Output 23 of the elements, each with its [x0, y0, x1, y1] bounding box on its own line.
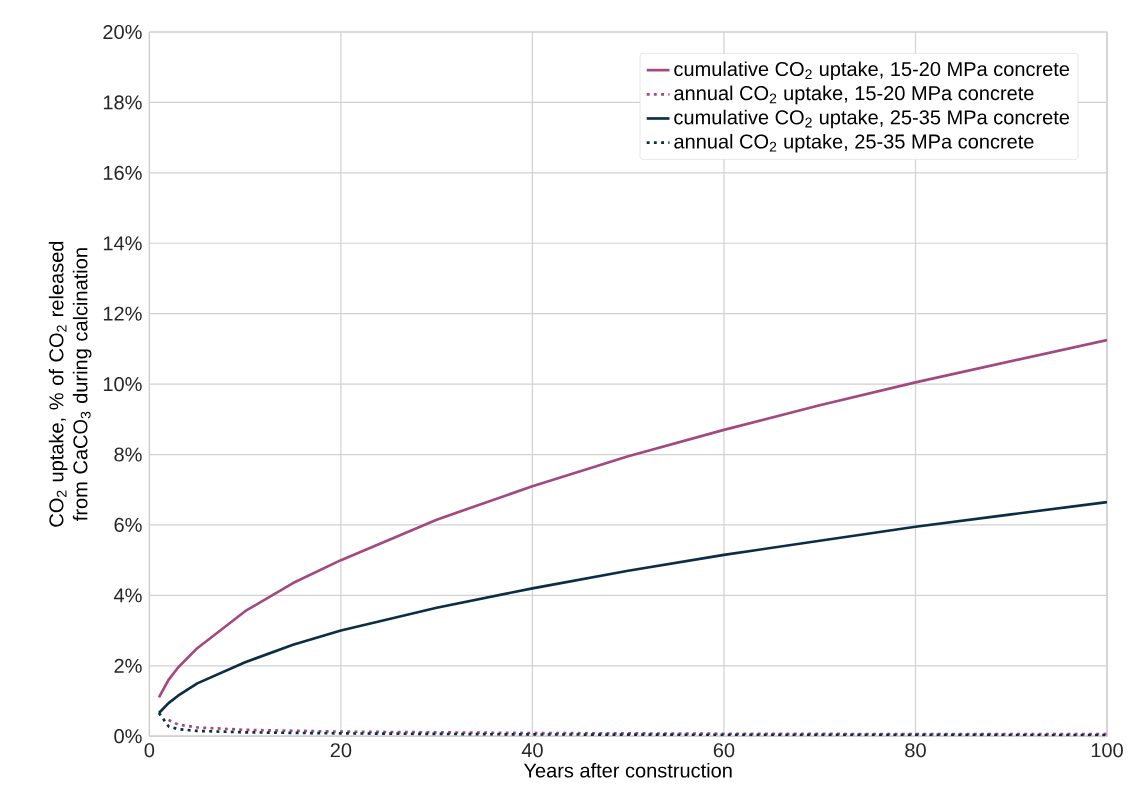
legend-label: cumulative CO$_{2}$ uptake, 15-20 MPa concrete — [674, 61, 1070, 81]
x-tick-label: 0 — [144, 743, 155, 758]
x-tick-label: 40 — [521, 743, 543, 758]
y-tick-label: 12% — [103, 306, 142, 321]
y-tick-label: 16% — [103, 165, 142, 181]
x-tick-label: 60 — [713, 743, 735, 758]
x-tick-label: 100 — [1091, 743, 1123, 758]
legend-label: cumulative CO$_{2}$ uptake, 25-35 MPa concrete — [674, 109, 1070, 129]
y-tick-label: 10% — [103, 377, 142, 392]
y-tick-label: 2% — [114, 658, 142, 674]
x-tick-label: 20 — [330, 743, 352, 758]
y-tick-label: 14% — [103, 236, 142, 251]
y-tick-label: 4% — [113, 588, 142, 603]
legend-label: annual CO$_{2}$ uptake, 15-20 MPa concrete — [674, 85, 1034, 105]
y-tick-label: 8% — [114, 447, 142, 462]
y-tick-label: 18% — [103, 95, 142, 110]
x-tick-label: 80 — [905, 743, 926, 758]
y-tick-label: 0% — [114, 729, 142, 744]
y-tick-label: 20% — [103, 25, 142, 40]
line-series — [167, 718, 1107, 736]
legend-label: annual CO$_{2}$ uptake, 25-35 MPa concrete — [674, 134, 1034, 153]
y-tick-label: 6% — [114, 518, 142, 533]
x-axis-title: Years after construction — [523, 763, 732, 778]
